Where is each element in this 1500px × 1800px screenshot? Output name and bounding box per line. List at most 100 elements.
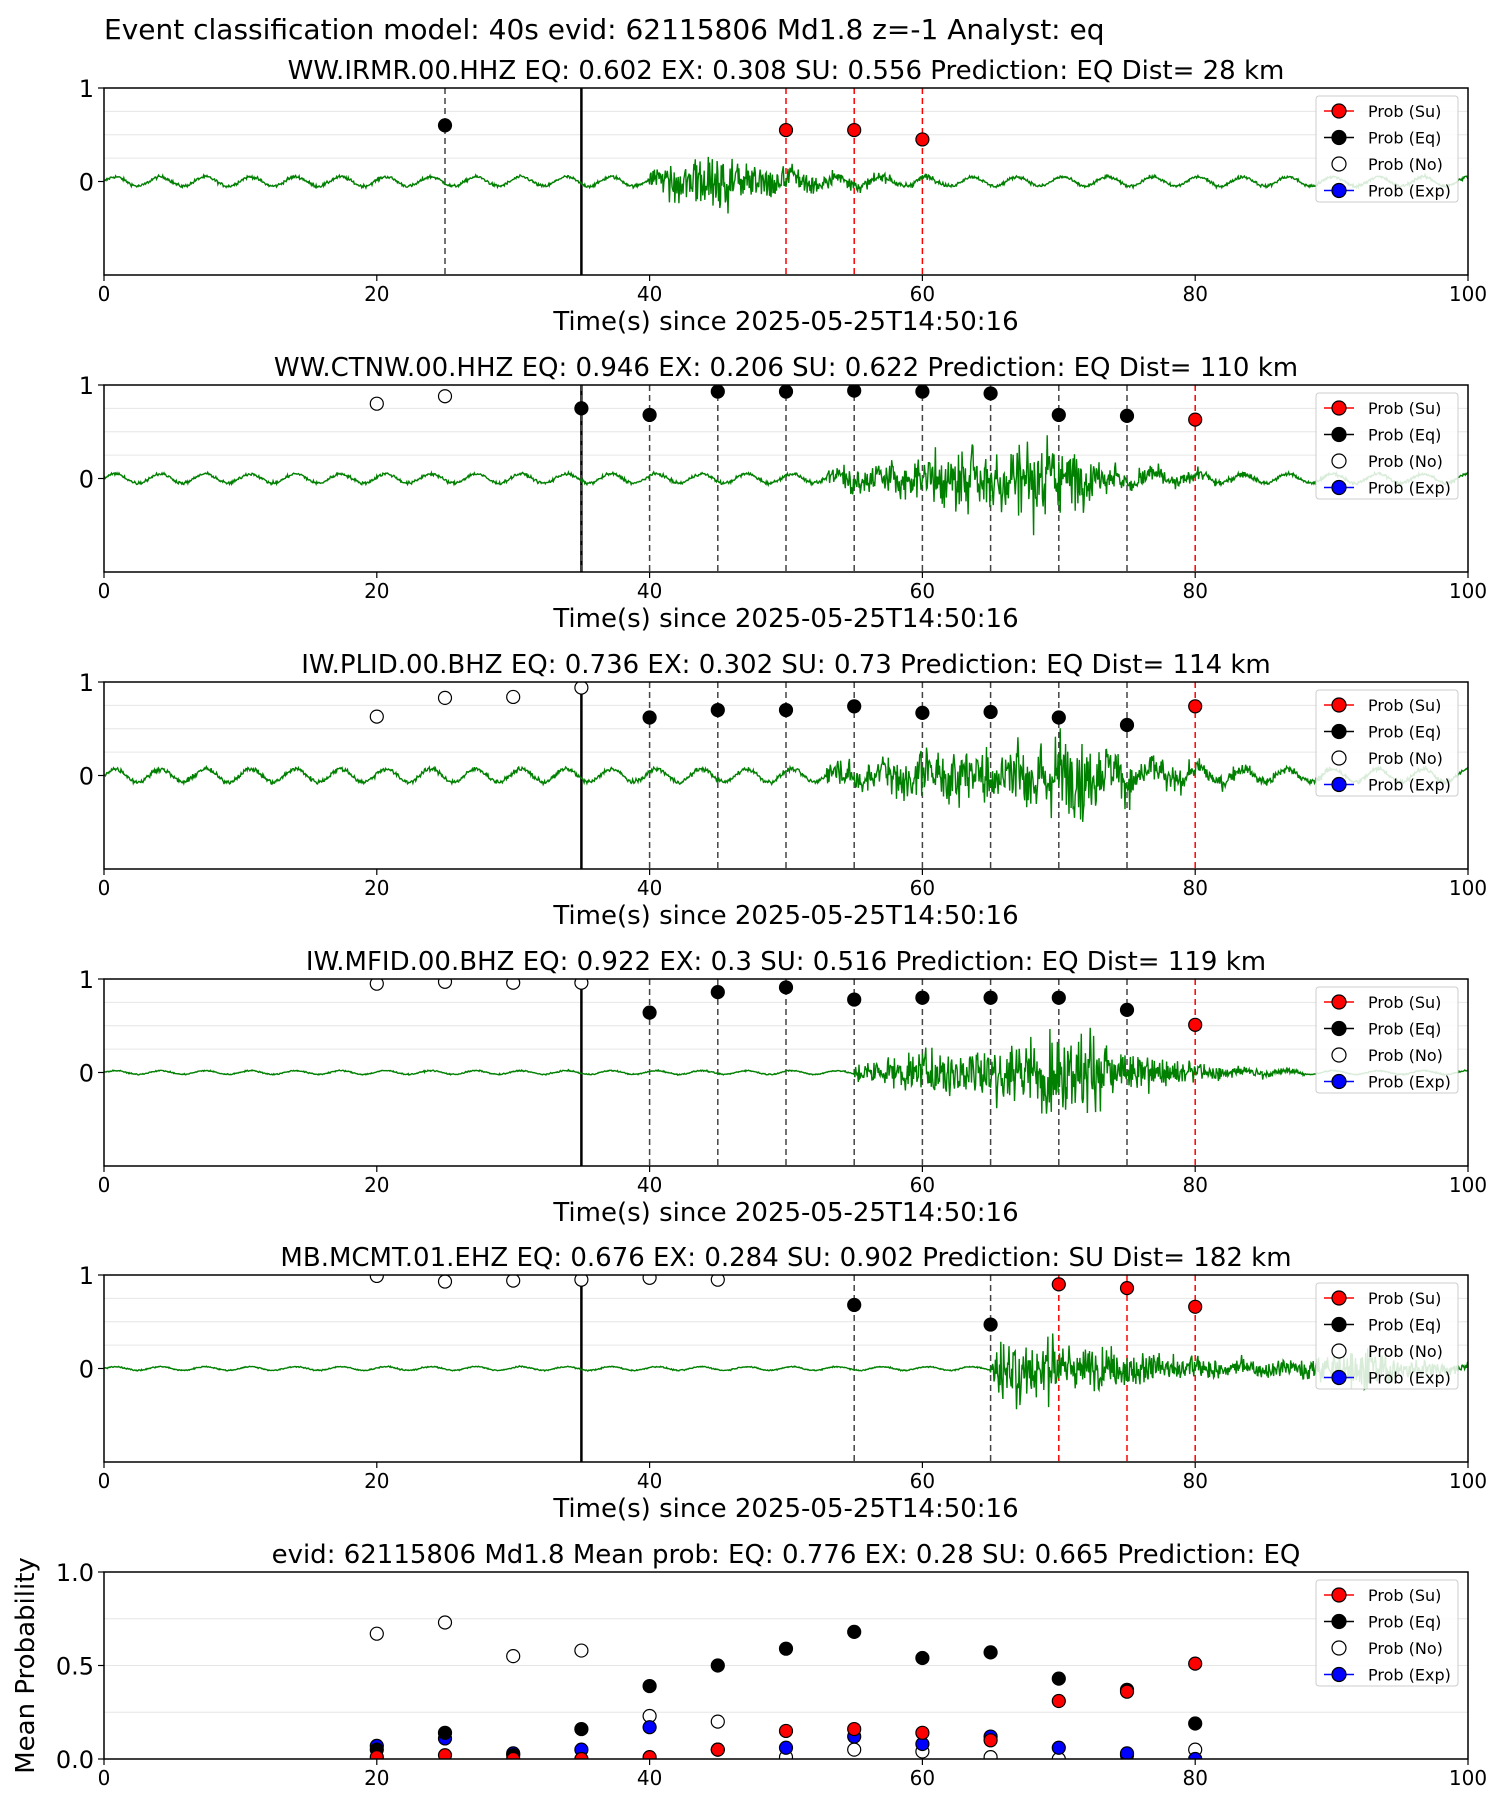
legend-marker-su [1331, 994, 1347, 1010]
prob-point-no [369, 1275, 384, 1284]
x-tick-label: 0 [98, 579, 111, 603]
prob-point-eq [1119, 1002, 1135, 1017]
panel-title: WW.CTNW.00.HHZ EQ: 0.946 EX: 0.206 SU: 0… [274, 353, 1298, 383]
legend-label: Prob (Su) [1368, 696, 1441, 715]
prob-point-eq [915, 385, 930, 399]
prob-point-su [778, 122, 794, 138]
mean-prob-point-exp [1119, 1746, 1135, 1759]
x-tick-label: 80 [1182, 579, 1207, 603]
prob-point-eq [915, 705, 930, 720]
legend-marker-su [1331, 400, 1347, 416]
prob-point-su [915, 132, 930, 147]
waveform-trace [104, 435, 1468, 536]
legend-marker-eq [1331, 426, 1347, 443]
mean-prob-point-eq [437, 1725, 453, 1740]
legend-label: Prob (Exp) [1368, 1369, 1451, 1388]
legend-marker-no [1331, 1343, 1347, 1359]
panel-title: IW.PLID.00.BHZ EQ: 0.736 EX: 0.302 SU: 0… [301, 650, 1271, 680]
legend-box [1315, 95, 1459, 203]
y-tick-label: 0 [79, 1356, 94, 1384]
legend-marker-eq [1331, 129, 1347, 146]
prob-point-no [437, 690, 453, 705]
prob-point-no [574, 682, 589, 695]
x-tick-label: 20 [364, 1173, 389, 1197]
prob-point-no [437, 979, 453, 989]
x-tick-label: 80 [1182, 282, 1207, 306]
prob-point-no [506, 689, 521, 705]
legend-marker-eq [1331, 1316, 1347, 1333]
waveform-trace [104, 1027, 1468, 1114]
y-tick-label: 1 [79, 966, 94, 994]
mean-prob-point-exp [642, 1720, 657, 1735]
x-tick-label: 20 [364, 1766, 389, 1790]
mean-prob-point-su [1051, 1693, 1066, 1709]
mean-prob-point-eq [574, 1721, 589, 1737]
mean-prob-point-su [369, 1750, 384, 1759]
mean-prob-point-no [710, 1714, 725, 1729]
x-axis-label: Time(s) since 2025-05-25T14:50:16 [552, 901, 1018, 931]
prob-point-eq [710, 385, 725, 399]
mean-prob-point-su [710, 1742, 725, 1757]
prob-point-no [369, 396, 384, 411]
panel-title: MB.MCMT.01.EHZ EQ: 0.676 EX: 0.284 SU: 0… [280, 1243, 1291, 1273]
legend-label: Prob (Eq) [1368, 426, 1441, 445]
legend-label: Prob (Su) [1368, 1586, 1441, 1605]
legend: Prob (Su) Prob (Eq) Prob (No) Prob (Exp) [1315, 1282, 1459, 1390]
y-tick-label: 0.5 [56, 1653, 94, 1681]
mean-prob-point-su [642, 1750, 657, 1759]
prob-point-eq [983, 704, 998, 720]
mean-prob-point-su [778, 1723, 794, 1739]
prob-point-su [1188, 1017, 1203, 1032]
prob-point-no [437, 1275, 453, 1289]
legend-marker-exp [1331, 1369, 1347, 1386]
prob-point-no [369, 709, 384, 724]
y-tick-label: 0.0 [56, 1746, 94, 1774]
prob-point-no [369, 979, 384, 991]
x-tick-label: 100 [1449, 1469, 1487, 1493]
prob-point-su [1188, 412, 1203, 427]
prob-point-no [506, 979, 521, 990]
panel-title: evid: 62115806 Md1.8 Mean prob: EQ: 0.77… [272, 1540, 1301, 1570]
legend-box [1315, 1579, 1459, 1687]
waveform-trace [104, 728, 1468, 822]
panel-6: evid: 62115806 Md1.8 Mean prob: EQ: 0.77… [11, 1540, 1487, 1790]
legend: Prob (Su) Prob (Eq) Prob (No) Prob (Exp) [1315, 986, 1459, 1094]
x-axis-label: Time(s) since 2025-05-25T14:50:16 [552, 307, 1018, 337]
legend-marker-exp [1331, 182, 1347, 199]
x-tick-label: 20 [364, 282, 389, 306]
prob-point-eq [710, 984, 725, 1000]
legend: Prob (Su) Prob (Eq) Prob (No) Prob (Exp) [1315, 392, 1459, 500]
x-tick-label: 60 [910, 282, 935, 306]
x-tick-label: 0 [98, 1173, 111, 1197]
x-tick-label: 0 [98, 282, 111, 306]
prob-point-eq [847, 699, 862, 714]
prob-point-eq [642, 1005, 657, 1020]
legend-marker-no [1331, 156, 1347, 172]
prob-point-eq [915, 990, 930, 1005]
mean-prob-point-eq [778, 1641, 794, 1656]
legend-marker-eq [1331, 1613, 1347, 1630]
mean-prob-point-no [574, 1643, 589, 1658]
legend-label: Prob (Eq) [1368, 1613, 1441, 1632]
prob-point-eq [983, 990, 998, 1005]
legend-box [1315, 986, 1459, 1094]
y-tick-label: 1 [79, 75, 94, 103]
y-tick-label: 1 [79, 669, 94, 697]
prob-point-eq [574, 401, 589, 416]
legend-marker-su [1331, 1587, 1347, 1603]
y-tick-label: 0 [79, 466, 94, 494]
x-tick-label: 100 [1449, 282, 1487, 306]
legend-marker-eq [1331, 1020, 1347, 1037]
legend-label: Prob (No) [1368, 155, 1443, 174]
legend-label: Prob (No) [1368, 1046, 1443, 1065]
x-tick-label: 60 [910, 579, 935, 603]
y-tick-label: 0 [79, 1060, 94, 1088]
prob-point-no [506, 1275, 521, 1288]
x-tick-label: 40 [637, 876, 662, 900]
prob-point-su [1051, 1277, 1066, 1292]
prob-point-su [1188, 1299, 1203, 1314]
legend-label: Prob (Exp) [1368, 776, 1451, 795]
mean-prob-point-exp [1051, 1740, 1066, 1755]
panel-3: IW.PLID.00.BHZ EQ: 0.736 EX: 0.302 SU: 0… [79, 650, 1487, 931]
prob-point-no [574, 979, 589, 990]
